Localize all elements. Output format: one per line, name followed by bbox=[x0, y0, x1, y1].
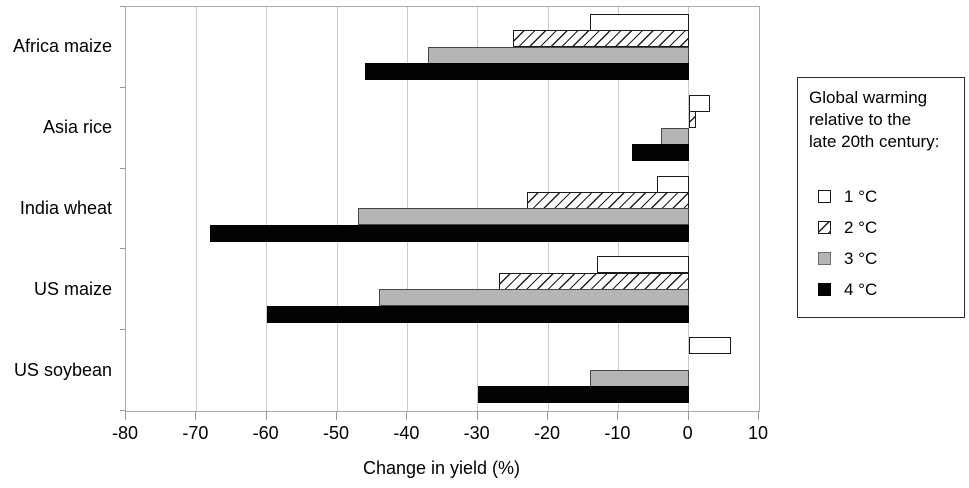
x-axis-tick bbox=[687, 411, 689, 420]
y-axis-tick bbox=[120, 410, 125, 411]
bar-africa-maize-4c bbox=[365, 63, 689, 81]
legend-item: 1 °C bbox=[818, 181, 958, 212]
y-axis-tick bbox=[120, 329, 125, 331]
x-tick-label: 0 bbox=[682, 423, 693, 443]
x-axis-tick bbox=[125, 411, 126, 420]
bar-africa-maize-1c bbox=[590, 14, 689, 31]
bar-us-soybean-1c bbox=[688, 337, 731, 355]
x-axis-tick bbox=[758, 411, 759, 420]
legend-swatch-3c bbox=[818, 252, 831, 266]
x-tick-label: -70 bbox=[182, 423, 209, 443]
x-tick-label: -30 bbox=[463, 423, 490, 443]
x-tick-label: -20 bbox=[533, 423, 561, 443]
x-tick-label: -80 bbox=[111, 423, 139, 443]
x-tick-label: 10 bbox=[747, 423, 769, 443]
legend-swatch-2c bbox=[818, 221, 831, 235]
x-tick-label: -10 bbox=[604, 423, 631, 443]
bar-india-wheat-4c bbox=[210, 224, 689, 242]
gridline bbox=[195, 7, 197, 411]
category-label: India wheat bbox=[19, 198, 112, 218]
legend-swatch-1c bbox=[818, 190, 831, 204]
bar-us-maize-4c bbox=[266, 305, 689, 323]
x-axis-tick bbox=[476, 411, 478, 420]
category-label: Asia rice bbox=[42, 117, 112, 138]
y-axis-tick bbox=[120, 6, 125, 7]
bar-us-maize-2c bbox=[498, 272, 689, 290]
legend-item: 3 °C bbox=[818, 243, 958, 274]
x-tick-label: -40 bbox=[393, 423, 420, 443]
bar-us-maize-1c bbox=[597, 256, 689, 274]
bar-india-wheat-2c bbox=[526, 192, 689, 209]
legend-item-label: 2 °C bbox=[844, 217, 878, 237]
plot-area bbox=[125, 6, 760, 412]
legend-swatch-4c bbox=[818, 283, 831, 297]
gridline bbox=[336, 7, 338, 411]
x-axis-tick bbox=[617, 411, 619, 420]
bar-asia-rice-2c bbox=[688, 111, 696, 129]
legend-item: 2 °C bbox=[818, 212, 958, 243]
x-tick-label: -50 bbox=[322, 423, 350, 443]
bar-us-soybean-3c bbox=[590, 370, 689, 387]
x-axis-title: Change in yield (%) bbox=[362, 458, 521, 478]
bar-india-wheat-3c bbox=[358, 208, 689, 226]
bar-asia-rice-3c bbox=[660, 127, 689, 145]
legend-title: Global warming relative to the late 20th… bbox=[809, 88, 940, 152]
bar-asia-rice-1c bbox=[688, 94, 710, 112]
legend-item: 4 °C bbox=[818, 274, 958, 305]
y-axis-tick bbox=[120, 86, 125, 88]
bar-asia-rice-4c bbox=[632, 144, 689, 161]
x-axis-tick bbox=[336, 411, 337, 420]
bar-us-maize-3c bbox=[379, 289, 689, 307]
category-label: Africa maize bbox=[12, 36, 112, 57]
x-axis-tick bbox=[265, 411, 267, 420]
gridline bbox=[266, 7, 268, 411]
legend-item-label: 4 °C bbox=[844, 279, 878, 299]
category-label: US soybean bbox=[13, 359, 112, 380]
legend-item-label: 1 °C bbox=[844, 186, 878, 206]
x-axis-tick bbox=[195, 411, 197, 420]
y-axis-tick bbox=[120, 248, 125, 250]
y-axis-tick bbox=[120, 167, 125, 169]
x-tick-label: -60 bbox=[252, 423, 279, 443]
legend-items: 1 °C 2 °C 3 °C 4 °C bbox=[809, 181, 958, 305]
bar-us-soybean-4c bbox=[477, 386, 689, 404]
gridline bbox=[688, 7, 690, 411]
bar-africa-maize-3c bbox=[428, 46, 689, 64]
legend-item-label: 3 °C bbox=[844, 248, 878, 268]
legend: Global warming relative to the late 20th… bbox=[797, 77, 965, 318]
x-axis-tick bbox=[406, 411, 408, 420]
category-label: US maize bbox=[33, 278, 112, 299]
bar-africa-maize-2c bbox=[512, 30, 689, 48]
bar-india-wheat-1c bbox=[657, 175, 689, 193]
x-axis-tick bbox=[547, 411, 548, 420]
